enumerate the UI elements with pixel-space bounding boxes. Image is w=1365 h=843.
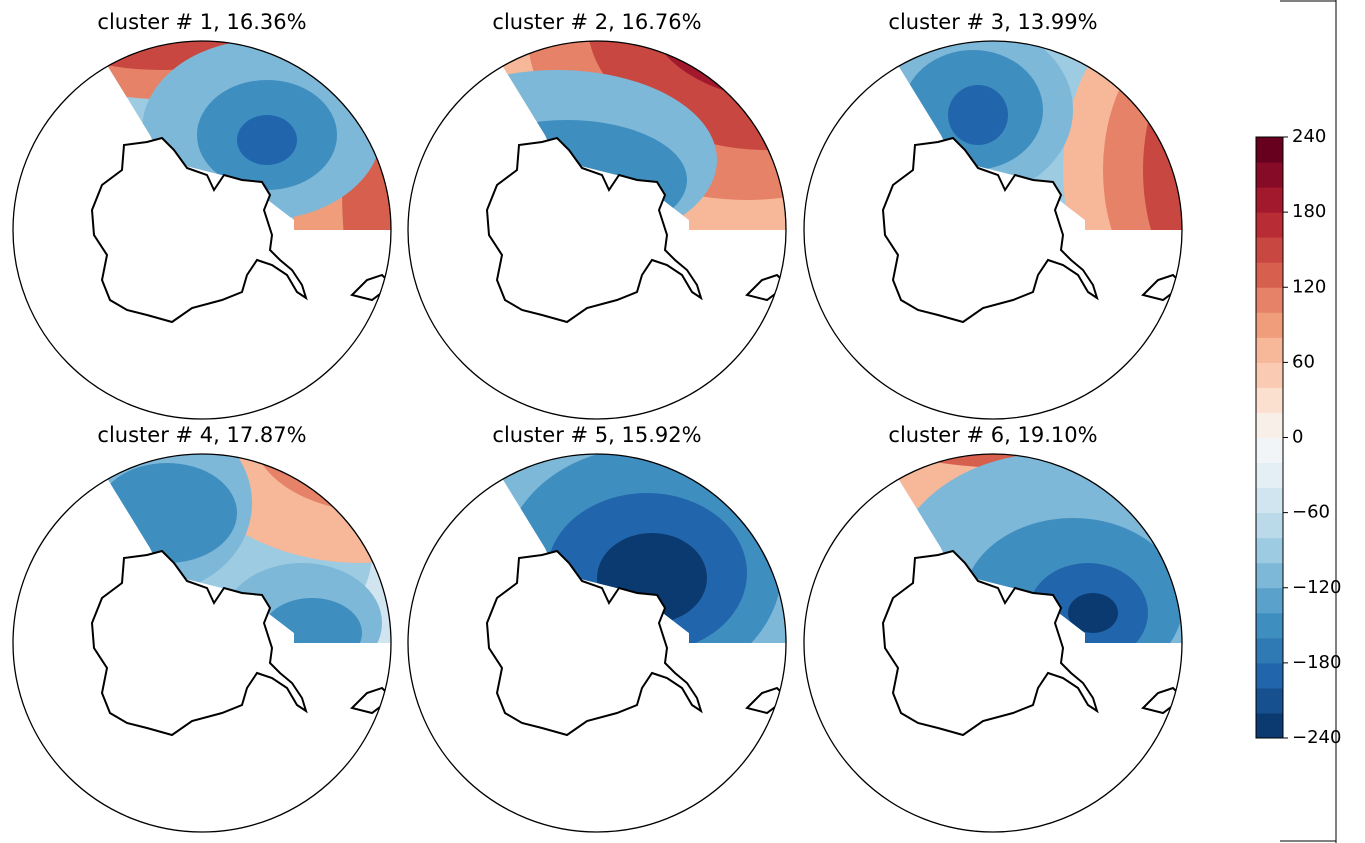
colorbar-band [1256, 537, 1283, 564]
colorbar-band [1256, 237, 1283, 263]
field-band [587, 41, 786, 150]
colorbar-tick-label: 60 [1292, 351, 1315, 372]
colorbar-band [1256, 712, 1283, 739]
colorbar-band [1256, 387, 1283, 413]
field-band [312, 454, 391, 473]
colorbar-band [1256, 212, 1283, 238]
coastline [90, 136, 308, 324]
coastline [485, 549, 703, 737]
field-band [107, 463, 237, 563]
colorbar-band [1256, 462, 1283, 489]
colorbar-band [1256, 337, 1283, 363]
colorbar-band [1256, 412, 1283, 438]
coastline [90, 549, 308, 737]
panel-title: cluster # 1, 16.36% [97, 10, 306, 34]
colorbar-tick-label: 0 [1292, 427, 1303, 448]
colorbar-band [1256, 437, 1283, 464]
coastline [745, 273, 786, 302]
coastline [485, 136, 703, 324]
colorbar-tick-label: 240 [1292, 126, 1326, 147]
map-boundary [803, 40, 1183, 420]
field-band [262, 598, 362, 643]
colorbar-band [1256, 587, 1283, 614]
panel-title: cluster # 4, 17.87% [97, 423, 306, 447]
colorbar-band [1256, 187, 1283, 213]
map-panel [881, 41, 1182, 324]
field-band [1068, 593, 1118, 633]
coastline [1141, 686, 1182, 715]
coastline [745, 686, 786, 715]
colorbar-tick-label: 180 [1292, 201, 1326, 222]
colorbar-band [1256, 362, 1283, 388]
map-boundary [803, 453, 1183, 833]
panel-title: cluster # 5, 15.92% [492, 423, 701, 447]
colorbar-band [1256, 137, 1283, 163]
colorbar-tick-label: −60 [1292, 502, 1330, 523]
map-panel [881, 454, 1182, 737]
panel-title: cluster # 6, 19.10% [888, 423, 1097, 447]
map-panel [90, 41, 391, 324]
field-band [1143, 50, 1182, 230]
colorbar-band [1256, 612, 1283, 639]
colorbar-tick-label: −180 [1292, 652, 1341, 673]
coastline [1141, 273, 1182, 302]
colorbar-band [1256, 662, 1283, 689]
colorbar-tick-label: −240 [1292, 727, 1341, 748]
colorbar-band [1256, 687, 1283, 714]
colorbar-band [1256, 637, 1283, 664]
colorbar-tick-label: −120 [1292, 577, 1341, 598]
field [898, 454, 1182, 643]
field-band [237, 115, 297, 165]
coastline [881, 549, 1099, 737]
map-boundary [12, 453, 392, 833]
colorbar-tick-label: 120 [1292, 276, 1326, 297]
colorbar-band [1256, 287, 1283, 313]
coastline [350, 686, 391, 715]
field-band [898, 454, 1182, 468]
coastline [881, 136, 1099, 324]
panel-title: cluster # 3, 13.99% [888, 10, 1097, 34]
colorbar-band [1256, 312, 1283, 338]
colorbar-band [1256, 162, 1283, 188]
colorbar-band [1256, 562, 1283, 589]
field [107, 454, 391, 643]
field-band [182, 454, 391, 563]
map-panel [90, 454, 391, 737]
colorbar-band [1256, 262, 1283, 288]
coastline [350, 273, 391, 302]
map-boundary [12, 40, 392, 420]
map-boundary [407, 40, 787, 420]
panel-title: cluster # 2, 16.76% [492, 10, 701, 34]
colorbar-band [1256, 512, 1283, 539]
field-band [948, 85, 1008, 145]
colorbar-band [1256, 487, 1283, 514]
map-boundary [407, 453, 787, 833]
